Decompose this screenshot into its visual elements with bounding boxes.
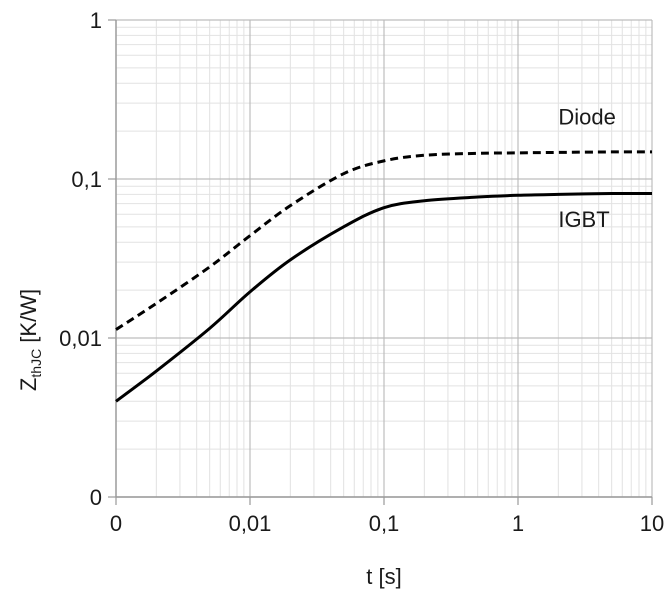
series-label-igbt: IGBT <box>558 207 609 232</box>
series-layer <box>115 150 653 403</box>
y-axis-title-subscript: thJC <box>28 349 44 378</box>
x-axis-title: t [s] <box>366 564 401 589</box>
y-tick-label: 0,01 <box>59 326 102 351</box>
x-tick-label: 1 <box>512 511 524 536</box>
series-line-diode <box>115 150 653 331</box>
x-tick-label: 0,01 <box>229 511 272 536</box>
y-tick-labels: 0 0,01 0,1 1 <box>59 8 102 510</box>
x-tick-label: 10 <box>640 511 664 536</box>
x-tick-labels: 0 0,01 0,1 1 10 <box>110 511 664 536</box>
y-axis-title: ZthJC [K/W] <box>16 289 44 391</box>
series-line-igbt <box>115 191 653 403</box>
y-tick-label: 0,1 <box>71 167 102 192</box>
series-label-diode: Diode <box>558 105 615 130</box>
series-annotations: Diode IGBT <box>558 105 615 232</box>
y-tick-label: 0 <box>90 485 102 510</box>
x-tick-label: 0,1 <box>369 511 400 536</box>
y-axis-title-unit: [K/W] <box>16 289 41 349</box>
y-axis-title-main: Z <box>16 378 41 391</box>
major-gridlines <box>108 19 653 505</box>
x-tick-label: 0 <box>110 511 122 536</box>
y-tick-label: 1 <box>90 8 102 33</box>
